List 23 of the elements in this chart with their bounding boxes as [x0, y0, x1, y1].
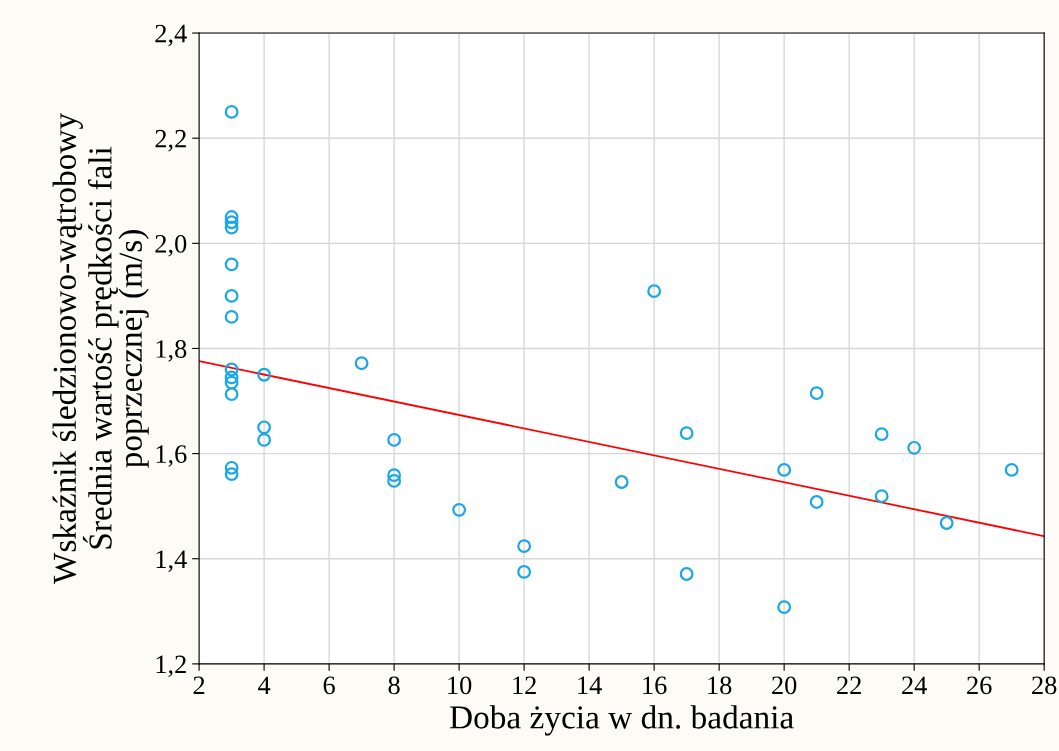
- x-tick-label: 2: [193, 676, 205, 694]
- x-tick-label: 14: [578, 676, 602, 694]
- y-tick-label: 1,8: [156, 340, 187, 362]
- x-tick-label: 18: [708, 676, 732, 695]
- x-tick-label: 12: [513, 676, 536, 694]
- x-tick-label: 16: [643, 676, 667, 695]
- y-tick-label: 1,6: [156, 445, 187, 467]
- x-tick-label: 20: [772, 676, 797, 695]
- x-tick-label: 22: [837, 676, 861, 694]
- y-tick-label: 1,4: [156, 550, 187, 572]
- y-tick-label: 2,4: [155, 24, 187, 47]
- x-tick-label: 28: [1032, 676, 1057, 695]
- y-tick-label: 1,2: [156, 655, 186, 678]
- y-tick-label: 2,2: [155, 129, 186, 152]
- x-tick-label: 6: [323, 676, 335, 695]
- x-tick-label: 4: [258, 676, 271, 694]
- y-tick-label: 2,0: [155, 234, 187, 257]
- x-tick-label: 24: [902, 676, 927, 694]
- x-tick-label: 8: [388, 676, 400, 695]
- y-axis-title: Wskaźnik śledzionowo-wątrobowy Średnia wartość prędkości fali poprzecznej (m/s): [52, 113, 149, 585]
- x-tick-label: 10: [448, 676, 472, 695]
- x-axis-title: Doba życia w dn. badania: [449, 705, 794, 736]
- x-tick-label: 26: [967, 676, 992, 695]
